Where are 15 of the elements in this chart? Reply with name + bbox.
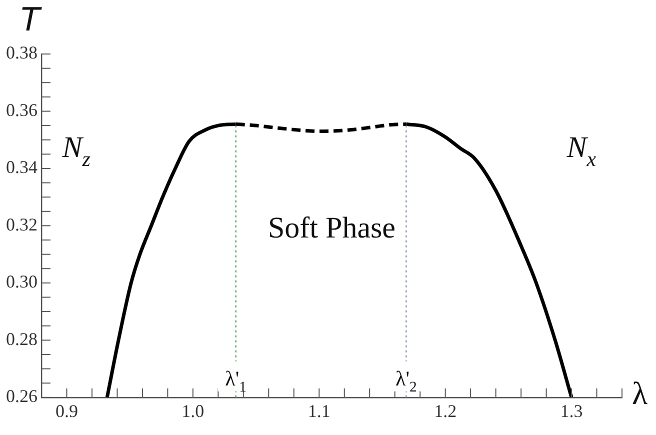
x-tick-label: 1.1 [308, 400, 330, 421]
y-tick-label: 0.26 [6, 386, 38, 406]
annotation: Soft Phase [268, 212, 396, 245]
y-tick-label: 0.36 [6, 100, 38, 120]
y-axis-title: T [19, 0, 42, 38]
x-tick-label: 1.2 [434, 400, 457, 421]
x-tick-label: 0.9 [55, 400, 78, 421]
x-tick-label: 1.3 [560, 400, 583, 421]
x-axis-title: λ [632, 374, 648, 411]
y-tick-label: 0.34 [6, 157, 38, 178]
x-tick-label: 1.0 [182, 400, 204, 421]
y-tick-label: 0.38 [6, 42, 38, 63]
y-tick-label: 0.28 [6, 328, 38, 349]
y-tick-label: 0.30 [6, 272, 38, 292]
y-tick-label: 0.32 [6, 214, 38, 234]
